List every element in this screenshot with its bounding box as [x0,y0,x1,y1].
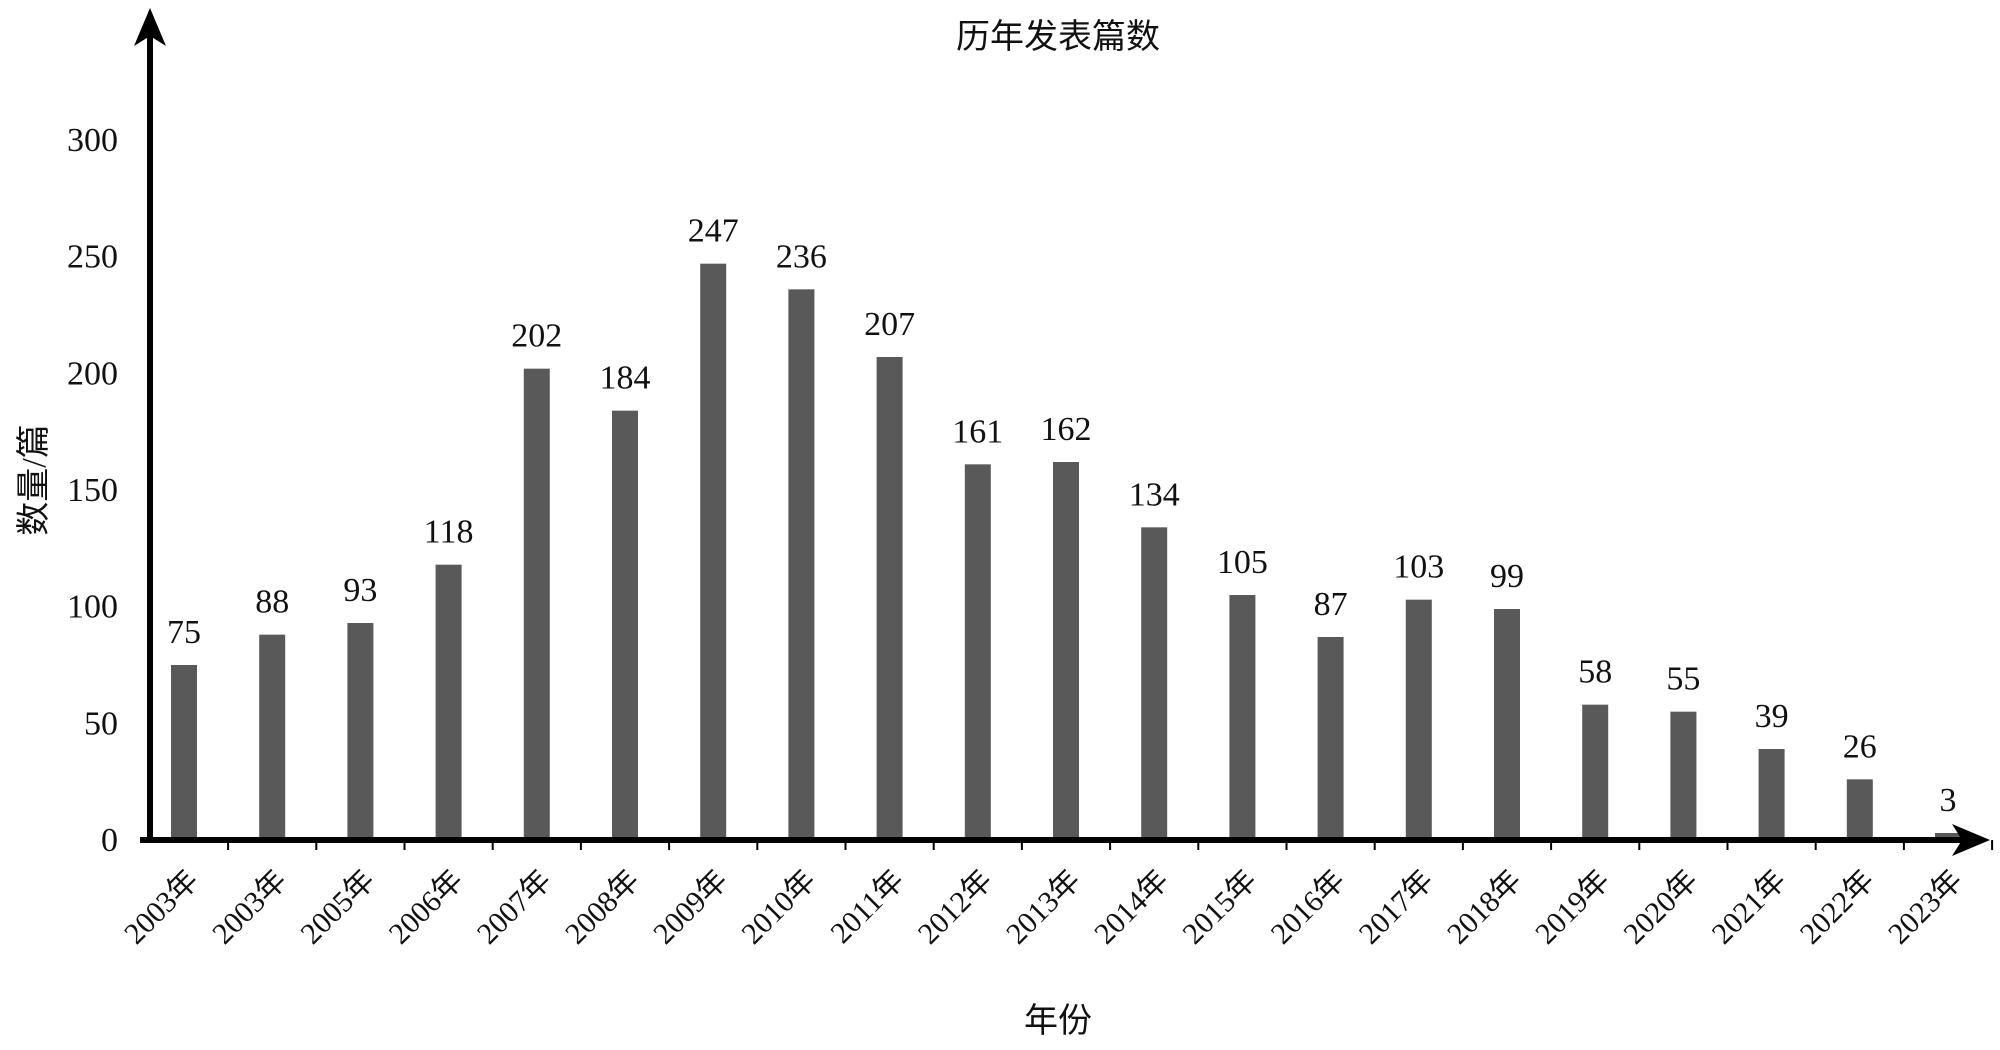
bar-value-label: 55 [1666,661,1700,698]
bar-value-label: 103 [1393,549,1444,586]
bar [523,368,550,840]
x-tick-label: 2022年 [1794,864,1881,951]
y-axis-arrow-icon [134,8,166,46]
bar [788,289,815,840]
bar [347,623,374,840]
y-tick-label: 150 [67,472,118,509]
bar [1229,595,1256,840]
bar-value-label: 26 [1843,728,1877,765]
bar-value-label: 39 [1755,698,1789,735]
x-axis-label: 年份 [1024,1002,1092,1040]
axes [134,8,1990,856]
bar-value-label: 236 [776,238,827,275]
bar-value-label: 184 [600,360,651,397]
bar [435,564,462,840]
bar-value-label: 3 [1940,782,1957,819]
bar-value-label: 134 [1129,476,1180,513]
bar [1846,779,1873,840]
x-tick-label: 2012年 [912,864,999,951]
bar-value-label: 202 [511,318,562,355]
bar [612,410,638,840]
x-tick-label: 2021年 [1706,864,1793,951]
x-axis-ticks: 2003年 2003年 2005年 2006年 2007年 2008年 2009年 2010年… [118,840,1994,951]
bar [1053,462,1079,840]
bar [259,634,286,840]
x-tick-label: 2010年 [735,864,822,951]
x-tick-label: 2020年 [1617,864,1704,951]
bar-value-label: 118 [424,514,474,551]
x-tick-label: 2017年 [1353,864,1440,951]
bar [700,263,727,841]
x-tick-label: 2006年 [383,864,470,951]
bar-value-label: 88 [255,584,289,621]
x-tick-label: 2003年 [206,864,293,951]
x-tick-label: 2005年 [294,864,381,951]
bar [1582,704,1609,840]
bar [964,464,991,840]
x-tick-label: 2011年 [824,864,910,950]
x-tick-label: 2008年 [559,864,646,951]
bar [876,357,903,840]
x-tick-label: 2003年 [118,864,205,951]
bar [1935,833,1961,840]
y-axis-ticks: 0 50 100 150 200 250 300 [67,122,118,859]
y-tick-label: 0 [101,822,118,859]
chart-title: 历年发表篇数 [956,18,1160,56]
x-tick-label: 2015年 [1176,864,1263,951]
bar [1494,609,1520,840]
bar-value-label: 247 [688,213,739,250]
y-tick-label: 300 [67,122,118,159]
bar-value-label: 87 [1314,586,1348,623]
x-tick-label: 2014年 [1088,864,1175,951]
x-tick-label: 2023年 [1882,864,1969,951]
x-tick-label: 2018年 [1441,864,1528,951]
y-tick-label: 250 [67,239,118,276]
bar-value-label: 207 [864,306,915,343]
y-tick-label: 100 [67,589,118,626]
bar-value-label: 75 [167,614,201,651]
bar-value-label: 99 [1490,558,1524,595]
x-tick-label: 2016年 [1265,864,1352,951]
x-tick-label: 2007年 [471,864,558,951]
bar [1758,749,1785,840]
bar [1317,637,1344,840]
y-axis-label: 数量/篇 [15,424,53,535]
bar-value-label: 161 [952,413,1003,450]
x-axis-arrow-icon [1952,824,1990,856]
y-tick-label: 50 [84,705,118,742]
bar [1670,711,1697,840]
bar-value-label: 93 [343,572,377,609]
x-tick-label: 2019年 [1529,864,1616,951]
bar-value-label: 105 [1217,544,1268,581]
x-tick-label: 2009年 [647,864,734,951]
bar [1405,599,1432,840]
bar [1141,527,1168,840]
x-tick-label: 2013年 [1000,864,1087,951]
bar [171,665,197,840]
bar-value-label: 58 [1578,654,1612,691]
bar-value-label: 162 [1041,411,1092,448]
bars-group: 75 88 93 118 202 184 247 236 207 161 162 134 105 87 10… [167,213,1961,841]
y-tick-label: 200 [67,355,118,392]
